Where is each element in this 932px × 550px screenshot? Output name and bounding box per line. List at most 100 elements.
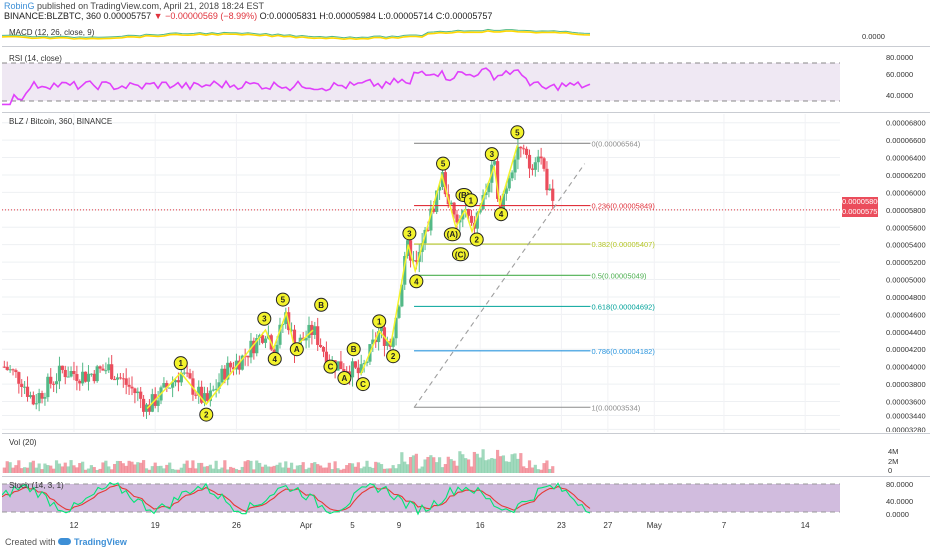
- stoch-axis[interactable]: 80.0000 40.0000 0.0000: [840, 478, 930, 519]
- time-axis[interactable]: 12 19 26 Apr 5 9 16 23 27 May 7 14: [2, 519, 840, 532]
- volume-bar: [359, 468, 363, 473]
- candle-body: [20, 383, 24, 387]
- volume-bar: [168, 462, 172, 473]
- wave-label-text: (B): [458, 191, 469, 200]
- volume-bar: [377, 462, 381, 473]
- candle-body: [263, 338, 268, 343]
- volume-bar: [14, 465, 18, 473]
- candle-body: [350, 361, 355, 378]
- wave-label[interactable]: 5: [510, 125, 525, 140]
- candle-body: [403, 256, 407, 285]
- wave-label[interactable]: 3: [257, 311, 272, 326]
- price-tick: 0.00005800: [886, 206, 926, 215]
- wave-label[interactable]: (A): [443, 227, 461, 242]
- wave-label[interactable]: 1: [372, 314, 387, 329]
- volume-pane[interactable]: Vol (20): [2, 435, 840, 475]
- volume-bar: [54, 460, 59, 473]
- volume-bar: [388, 468, 392, 473]
- wave-label-text: 3: [407, 229, 412, 238]
- wave-label[interactable]: 3: [484, 147, 499, 162]
- volume-bar: [92, 467, 96, 473]
- wave-label[interactable]: 2: [386, 349, 401, 364]
- volume-bar: [287, 467, 291, 473]
- wave-label[interactable]: 1: [463, 193, 478, 208]
- candle-body: [156, 400, 160, 406]
- wave-label[interactable]: C: [323, 359, 338, 374]
- candle-body: [31, 395, 35, 405]
- trendline[interactable]: [413, 163, 586, 408]
- candle-body: [246, 355, 250, 358]
- volume-bar: [443, 464, 447, 473]
- candle-body: [136, 391, 140, 394]
- stoch-plot: [1, 481, 840, 516]
- candle-body: [252, 340, 256, 354]
- time-tick: 27: [603, 521, 613, 530]
- volume-bar: [545, 460, 549, 473]
- wave-label[interactable]: 4: [267, 351, 282, 366]
- author-link[interactable]: RobinG: [4, 1, 35, 11]
- macd-pane[interactable]: MACD (12, 26, close, 9): [1, 25, 840, 45]
- wave-label-badge: [275, 292, 290, 307]
- wave-label[interactable]: C: [355, 377, 370, 392]
- volume-bar: [394, 468, 398, 473]
- candle-body: [414, 260, 418, 262]
- rsi-line: [2, 67, 591, 106]
- price-title: BLZ / Bitcoin, 360, BINANCE: [9, 117, 113, 126]
- wave-label[interactable]: 5: [436, 156, 451, 171]
- symbol-label[interactable]: BINANCE:BLZBTC, 360: [4, 11, 102, 21]
- wave-label[interactable]: 5: [275, 292, 290, 307]
- wave-label[interactable]: 1: [173, 356, 188, 371]
- wave-label-badge: [443, 227, 461, 242]
- volume-bar: [429, 455, 433, 473]
- wave-label-text: C: [328, 363, 334, 372]
- pane-divider[interactable]: [2, 112, 930, 113]
- wave-label[interactable]: B: [314, 297, 329, 312]
- wave-label[interactable]: 2: [199, 407, 214, 422]
- wave-label[interactable]: A: [289, 342, 304, 357]
- volume-bar: [136, 462, 140, 473]
- price-tick: 0.00005600: [886, 223, 926, 232]
- candle-body: [226, 362, 230, 380]
- pane-divider[interactable]: [2, 476, 930, 477]
- volume-bar: [197, 462, 201, 473]
- tradingview-logo[interactable]: TradingView: [74, 537, 127, 547]
- candle-body: [377, 331, 381, 343]
- elliott-wave-line[interactable]: [146, 309, 314, 409]
- wave-label[interactable]: (C): [451, 247, 469, 262]
- stoch-pane[interactable]: Stoch (14, 3, 1): [1, 478, 840, 518]
- candle-body: [14, 370, 18, 373]
- volume-tick: 4M: [888, 447, 898, 456]
- candle-body: [229, 362, 233, 368]
- rsi-pane[interactable]: RSI (14, close): [2, 48, 840, 111]
- volume-axis[interactable]: 4M 2M 0: [840, 435, 930, 475]
- candle-body: [432, 208, 436, 212]
- wave-label-text: 4: [499, 210, 504, 219]
- elliott-wave-line[interactable]: [359, 145, 519, 375]
- candle-body: [200, 386, 204, 403]
- wave-label[interactable]: 2: [469, 232, 484, 247]
- wave-label[interactable]: 4: [494, 207, 509, 222]
- volume-bar: [289, 462, 294, 473]
- pane-divider[interactable]: [2, 433, 930, 434]
- price-pane[interactable]: 0(0.00006564) 0.236(0.00005849) 0.382(0.00…: [2, 114, 840, 432]
- candle-body: [292, 329, 297, 356]
- wave-label[interactable]: B: [346, 342, 361, 357]
- wave-label-badge: [436, 156, 451, 171]
- macd-signal-line: [1, 30, 591, 41]
- wave-label[interactable]: 4: [409, 274, 424, 289]
- volume-bar: [533, 464, 537, 473]
- macd-axis[interactable]: 0.0000: [840, 25, 930, 45]
- wave-label[interactable]: A: [337, 370, 352, 385]
- price-tick: 0.00004600: [886, 310, 926, 319]
- price-tick: 0.00004000: [886, 363, 926, 372]
- pane-divider[interactable]: [2, 46, 930, 47]
- candle-body: [205, 393, 210, 401]
- time-tick: 5: [350, 521, 355, 530]
- candle-body: [504, 188, 508, 194]
- wave-label[interactable]: 3: [402, 226, 417, 241]
- price-axis[interactable]: 0.00006800 0.00006600 0.00006400 0.00006200…: [840, 114, 930, 434]
- volume-bar: [52, 468, 56, 473]
- time-tick: 7: [721, 521, 727, 530]
- rsi-axis[interactable]: 80.0000 60.0000 40.0000: [840, 48, 930, 111]
- volume-bar: [188, 467, 192, 473]
